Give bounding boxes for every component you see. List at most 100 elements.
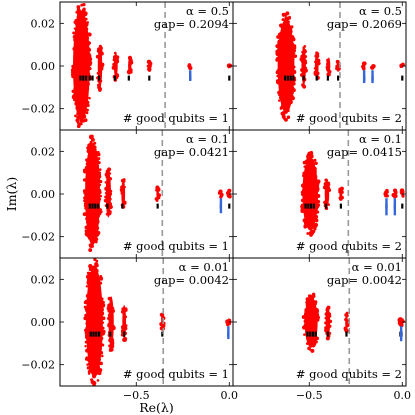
black-eigenvalue-marker — [79, 75, 82, 81]
eigenvalue-point — [314, 60, 317, 64]
y-axis-label: Im(λ) — [4, 177, 19, 211]
eigenvalue-point — [97, 283, 101, 286]
good-qubits-annotation: # good qubits = 1 — [123, 111, 229, 125]
eigenvalue-point — [89, 140, 93, 144]
eigenvalue-point — [276, 57, 282, 63]
eigenvalue-point — [87, 52, 91, 56]
eigenvalue-point — [306, 336, 309, 340]
eigenvalue-point — [86, 275, 91, 279]
eigenvalue-point — [120, 185, 124, 190]
eigenvalue-point — [88, 267, 93, 272]
plot-area — [300, 130, 405, 258]
x-tick-label: 0.0 — [394, 389, 412, 402]
eigenvalue-point — [85, 308, 90, 313]
blue-eigenvalue-marker — [385, 198, 388, 216]
eigenvalue-point — [112, 58, 116, 62]
eigenvalue-point — [123, 200, 127, 204]
eigenvalue-point — [282, 23, 286, 26]
eigenvalue-point — [88, 143, 93, 147]
eigenvalue-point — [88, 96, 91, 100]
eigenvalue-point — [384, 190, 388, 194]
eigenvalue-point — [85, 216, 90, 221]
eigenvalue-point — [90, 137, 95, 142]
black-eigenvalue-marker — [228, 75, 231, 81]
eigenvalue-point — [304, 66, 308, 70]
eigenvalue-point — [313, 66, 317, 70]
eigenvalue-point — [97, 157, 101, 161]
eigenvalue-point — [108, 192, 113, 196]
eigenvalue-point — [107, 316, 111, 321]
black-eigenvalue-marker — [401, 75, 404, 81]
eigenvalue-cluster — [154, 185, 162, 202]
eigenvalue-point — [278, 96, 283, 100]
eigenvalue-point — [290, 25, 294, 28]
eigenvalue-cluster — [159, 312, 166, 331]
eigenvalue-point — [126, 70, 131, 75]
eigenvalue-point — [83, 199, 86, 203]
eigenvalue-point — [302, 84, 307, 89]
eigenvalue-point — [85, 33, 89, 36]
eigenvalue-point — [78, 123, 81, 127]
eigenvalue-point — [281, 18, 285, 22]
eigenvalue-point — [85, 83, 89, 87]
eigenvalue-point — [310, 348, 315, 353]
eigenvalue-point — [300, 208, 305, 214]
eigenvalue-point — [86, 48, 89, 51]
eigenvalue-cluster — [126, 55, 134, 75]
eigenvalue-point — [291, 57, 295, 62]
eigenvalue-point — [99, 336, 104, 341]
black-eigenvalue-marker — [84, 75, 88, 81]
eigenvalue-point — [316, 181, 320, 186]
eigenvalue-point — [115, 73, 120, 78]
black-eigenvalue-marker — [337, 75, 340, 81]
eigenvalue-point — [340, 190, 344, 194]
eigenvalue-point — [109, 298, 112, 301]
eigenvalue-point — [312, 300, 316, 304]
eigenvalue-point — [101, 303, 106, 307]
gap-annotation: gap= 0.2094 — [154, 17, 229, 31]
eigenvalue-point — [308, 226, 313, 230]
eigenvalue-point — [328, 71, 332, 74]
eigenvalue-point — [86, 278, 91, 283]
black-eigenvalue-marker — [286, 75, 289, 81]
eigenvalue-point — [96, 49, 101, 53]
eigenvalue-point — [302, 46, 306, 50]
eigenvalue-point — [316, 315, 320, 320]
eigenvalue-point — [89, 276, 94, 280]
eigenvalue-point — [91, 371, 96, 375]
eigenvalue-point — [74, 83, 77, 87]
eigenvalue-point — [84, 206, 88, 210]
eigenvalue-point — [83, 28, 87, 33]
eigenvalue-point — [187, 63, 191, 67]
black-eigenvalue-marker — [91, 75, 94, 81]
eigenvalue-point — [81, 106, 85, 110]
eigenvalue-point — [79, 10, 83, 13]
alpha-annotation: α = 0.01 — [179, 260, 229, 274]
eigenvalue-point — [99, 46, 103, 50]
eigenvalue-point — [275, 52, 279, 56]
eigenvalue-point — [96, 379, 100, 382]
eigenvalue-point — [275, 44, 280, 49]
eigenvalue-point — [304, 214, 309, 219]
eigenvalue-point — [219, 189, 223, 194]
eigenvalue-point — [311, 294, 316, 299]
eigenvalue-point — [315, 336, 319, 341]
black-eigenvalue-marker — [121, 203, 124, 209]
black-eigenvalue-marker — [97, 75, 101, 81]
eigenvalue-point — [345, 314, 349, 318]
eigenvalue-point — [292, 49, 297, 53]
eigenvalue-point — [113, 51, 117, 55]
eigenvalue-point — [103, 198, 108, 203]
eigenvalue-point — [79, 109, 83, 113]
eigenvalue-cluster — [313, 51, 321, 80]
eigenvalue-point — [278, 40, 283, 45]
eigenvalue-point — [313, 215, 317, 220]
eigenvalue-point — [89, 153, 94, 157]
good-qubits-annotation: # good qubits = 1 — [123, 367, 229, 381]
eigenvalue-point — [85, 102, 90, 107]
eigenvalue-point — [326, 58, 330, 62]
